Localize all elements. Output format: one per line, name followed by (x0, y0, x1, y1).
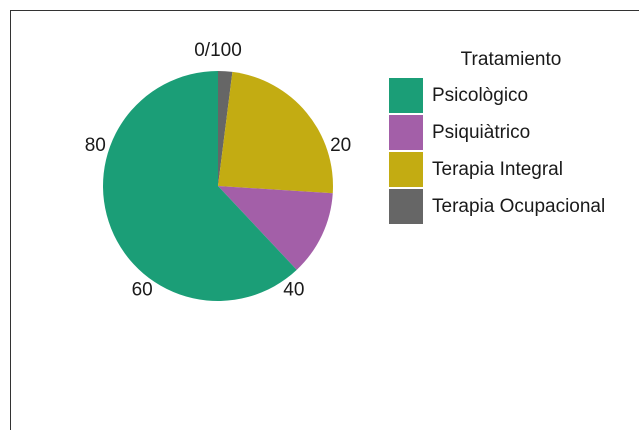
frame (10, 10, 639, 430)
legend-key (389, 189, 423, 224)
legend-label: Psiquiàtrico (432, 122, 530, 143)
legend-key (389, 152, 423, 187)
angle-tick-label: 80 (85, 135, 106, 156)
legend-label: Psicològico (432, 85, 528, 106)
legend-title: Tratamiento (461, 49, 562, 70)
angle-tick-label: 40 (283, 279, 304, 300)
angle-tick-label: 60 (132, 279, 153, 300)
legend-key (389, 115, 423, 150)
pie-slice (218, 186, 333, 270)
angle-tick-label: 0/100 (194, 40, 242, 61)
legend-key (389, 78, 423, 113)
pie-slice (218, 71, 334, 194)
angle-tick-label: 20 (330, 135, 351, 156)
legend-label: Terapia Ocupacional (432, 196, 605, 217)
legend-label: Terapia Integral (432, 159, 563, 180)
pie-slice (102, 71, 297, 302)
pie-slice (218, 71, 233, 186)
